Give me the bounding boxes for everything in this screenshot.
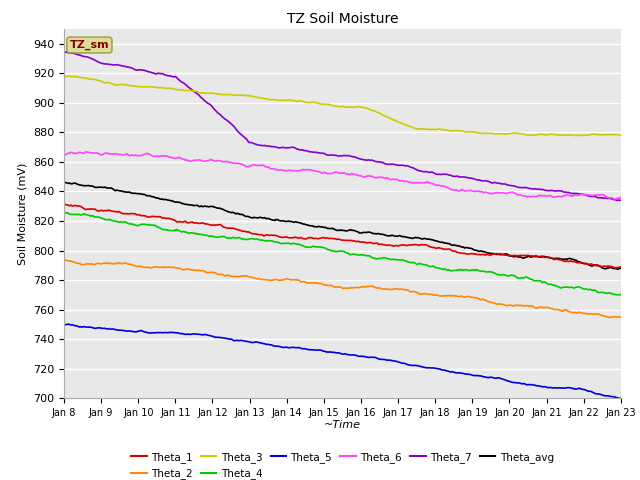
Y-axis label: Soil Moisture (mV): Soil Moisture (mV) xyxy=(17,162,28,265)
Text: TZ_sm: TZ_sm xyxy=(70,40,109,50)
Legend: Theta_1, Theta_2, Theta_3, Theta_4, Theta_5, Theta_6, Theta_7, Theta_avg: Theta_1, Theta_2, Theta_3, Theta_4, Thet… xyxy=(127,448,558,480)
Title: TZ Soil Moisture: TZ Soil Moisture xyxy=(287,12,398,26)
X-axis label: ~Time: ~Time xyxy=(324,420,361,430)
